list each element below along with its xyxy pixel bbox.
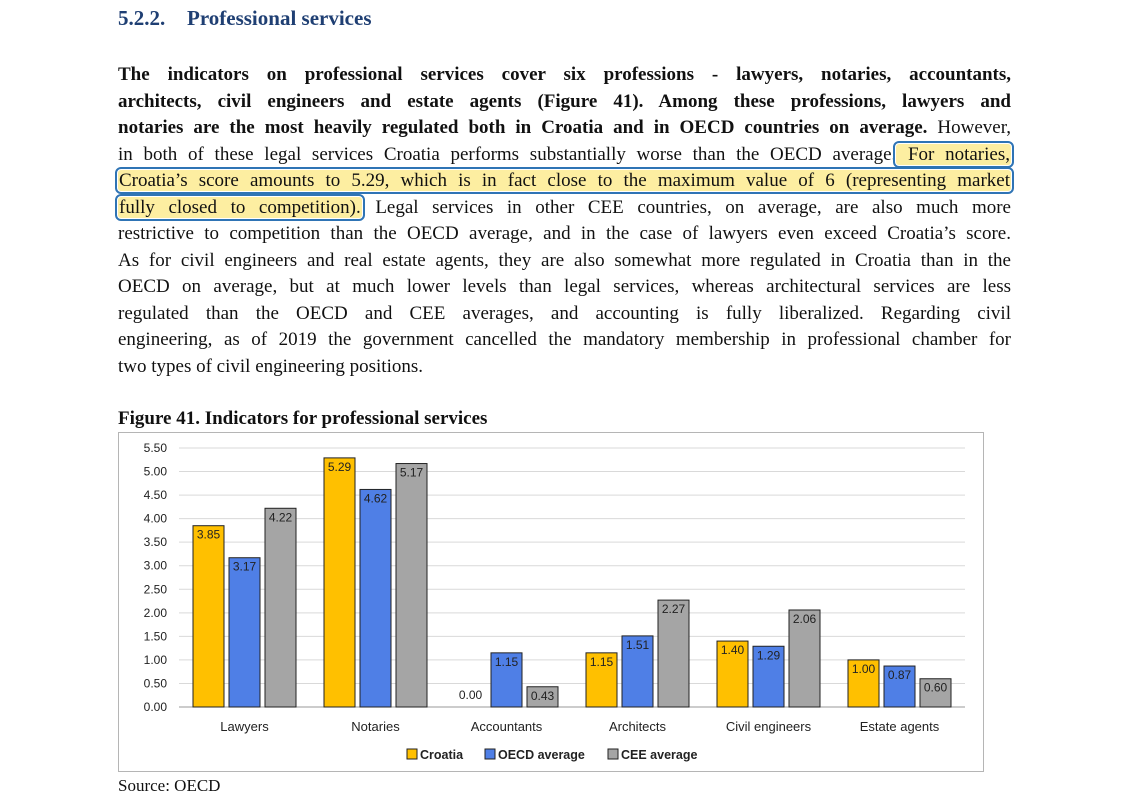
data-label: 4.22 [269,510,293,524]
bar-cee-average [788,609,821,708]
x-category-label: Civil engineers [726,719,812,734]
y-tick-label: 5.50 [144,441,168,455]
text-run: However, [927,117,1012,138]
bar-oecd-average [359,488,392,708]
data-label: 4.62 [364,491,388,505]
body-paragraph: The indicators on professional services … [115,62,1014,381]
bar-oecd-average [752,645,785,708]
x-category-label: Estate agents [860,719,940,734]
paragraph-line: restrictive to competition than the OECD… [118,221,1011,248]
data-label: 1.29 [757,648,781,662]
data-label: 0.43 [531,689,555,703]
data-label: 1.40 [721,643,745,657]
section-heading: 5.2.2. Professional services [118,6,372,31]
legend-label: CEE average [621,748,697,762]
y-tick-label: 3.00 [144,559,168,573]
bar-croatia [716,640,749,708]
bold-text: architects, civil engineers and estate a… [118,90,1011,112]
legend-swatch [484,748,496,760]
bar-croatia [192,525,225,708]
data-label: 0.00 [459,688,483,702]
x-category-label: Accountants [471,719,543,734]
chart-canvas: 0.00 0.50 1.00 1.50 2.00 2.50 3.00 3.50 4.00 4.50… [144,441,965,762]
bar-chart: 0.00 0.50 1.00 1.50 2.00 2.50 3.00 3.50 4.00 4.50… [118,432,984,772]
data-label: 3.17 [233,560,257,574]
data-label: 1.51 [626,638,650,652]
paragraph-line: two types of civil engineering positions… [118,354,1011,381]
highlighted-text: Croatia’s score amounts to 5.29, which i… [115,167,1014,194]
paragraph-line: The indicators on professional services … [118,62,1011,89]
bar-croatia [585,652,618,708]
bar-croatia [323,457,356,708]
legend-label: Croatia [420,748,464,762]
data-label: 3.85 [197,528,221,542]
paragraph-line: OECD on average, but at much lower level… [118,274,1011,301]
text-run: Legal services in other CEE countries, o… [361,196,1011,218]
figure-caption: Figure 41. Indicators for professional s… [118,408,488,429]
x-category-label: Notaries [351,719,400,734]
bar-cee-average [657,599,690,708]
data-label: 5.29 [328,460,352,474]
bar-oecd-average [490,652,523,708]
y-tick-label: 5.00 [144,465,168,479]
section-number: 5.2.2. [118,6,166,30]
paragraph-line: notaries are the most heavily regulated … [118,115,1011,142]
x-category-label: Lawyers [220,719,269,734]
data-label: 0.87 [888,668,912,682]
paragraph-line: engineering, as of 2019 the government c… [118,327,1011,354]
text-run: regulated than the OECD and CEE averages… [118,302,1011,324]
bar-croatia [847,659,880,708]
section-title: Professional services [187,6,372,30]
bold-text: notaries are the most heavily regulated … [118,117,928,138]
highlighted-text: For notaries, [893,140,1014,168]
text-run: two types of civil engineering positions… [118,355,424,377]
bar-oecd-average [228,557,261,708]
bold-text: The indicators on professional services … [118,64,1011,85]
x-category-label: Architects [609,719,667,734]
bar-oecd-average [621,635,654,708]
bar-oecd-average [883,665,916,708]
y-tick-label: 1.00 [144,653,168,667]
legend-swatch [607,748,619,760]
source-note: Source: OECD [118,776,221,795]
highlighted-text: fully closed to competition). [115,193,365,221]
y-tick-label: 1.50 [144,629,168,643]
data-label: 0.60 [924,681,948,695]
data-label: 1.00 [852,662,876,676]
y-tick-label: 2.00 [144,606,168,620]
text-run: in both of these legal services Croatia … [118,143,897,165]
paragraph-line: Croatia’s score amounts to 5.29, which i… [115,167,1014,195]
bar-cee-average [395,463,428,708]
text-run: engineering, as of 2019 the government c… [118,329,1011,350]
bar-cee-average [919,678,952,708]
data-label: 1.15 [590,655,614,669]
y-tick-label: 0.50 [144,676,168,690]
legend-swatch [406,748,418,760]
paragraph-line: regulated than the OECD and CEE averages… [118,301,1011,328]
text-run: OECD on average, but at much lower level… [118,276,1011,297]
paragraph-line: fully closed to competition). Legal serv… [115,193,1011,222]
paragraph-line: architects, civil engineers and estate a… [118,89,1011,116]
legend-label: OECD average [498,748,585,762]
bar-cee-average [526,686,559,708]
bar-cee-average [264,507,297,708]
y-tick-label: 4.50 [144,488,168,502]
y-tick-label: 0.00 [144,700,168,714]
y-tick-label: 3.50 [144,535,168,549]
text-run: restrictive to competition than the OECD… [118,223,1011,244]
paragraph-line: As for civil engineers and real estate a… [118,248,1011,275]
data-label: 1.15 [495,655,519,669]
data-label: 5.17 [400,466,424,480]
data-label: 2.27 [662,602,686,616]
text-run: As for civil engineers and real estate a… [118,249,1011,271]
data-label: 2.06 [793,612,817,626]
y-tick-label: 2.50 [144,582,168,596]
paragraph-line: in both of these legal services Croatia … [118,140,1014,169]
y-tick-label: 4.00 [144,512,168,526]
